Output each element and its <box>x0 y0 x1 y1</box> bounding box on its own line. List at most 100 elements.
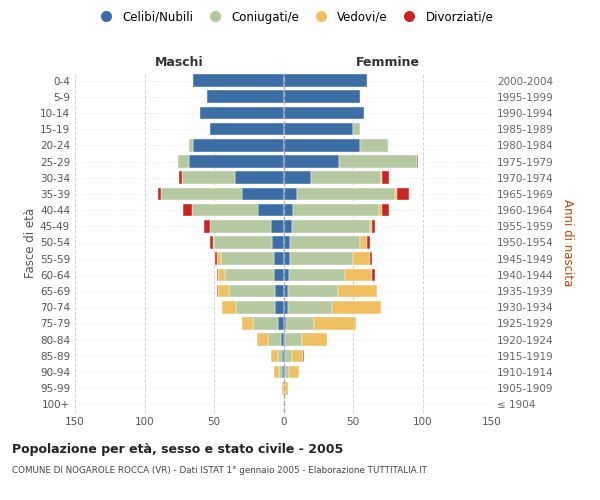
Bar <box>284 74 367 87</box>
Bar <box>282 350 284 362</box>
Bar <box>210 236 212 249</box>
Bar <box>284 123 353 136</box>
Bar <box>285 334 302 346</box>
Bar <box>235 172 284 184</box>
Bar <box>217 268 218 281</box>
Legend: Celibi/Nubili, Coniugati/e, Vedovi/e, Divorziati/e: Celibi/Nubili, Coniugati/e, Vedovi/e, Di… <box>90 6 498 28</box>
Bar <box>217 285 218 298</box>
Bar <box>284 252 290 265</box>
Bar <box>281 334 284 346</box>
Bar <box>218 268 225 281</box>
Bar <box>184 204 192 216</box>
Bar <box>210 123 284 136</box>
Bar <box>193 74 284 87</box>
Bar <box>284 301 287 314</box>
Bar <box>178 155 189 168</box>
Bar <box>253 317 278 330</box>
Bar <box>212 236 214 249</box>
Bar <box>360 236 367 249</box>
Bar <box>284 220 292 232</box>
Bar <box>284 106 364 120</box>
Text: Femmine: Femmine <box>356 56 420 69</box>
Bar <box>298 188 395 200</box>
Bar <box>287 301 332 314</box>
Bar <box>367 236 370 249</box>
Bar <box>370 220 373 232</box>
Bar <box>218 285 229 298</box>
Text: Popolazione per età, sesso e stato civile - 2005: Popolazione per età, sesso e stato civil… <box>12 442 343 456</box>
Bar <box>290 236 360 249</box>
Bar <box>292 350 303 362</box>
Bar <box>242 317 253 330</box>
Bar <box>257 334 268 346</box>
Bar <box>282 382 284 394</box>
Bar <box>217 252 221 265</box>
Bar <box>284 155 339 168</box>
Bar <box>284 366 285 378</box>
Y-axis label: Anni di nascita: Anni di nascita <box>560 199 574 286</box>
Bar <box>284 204 293 216</box>
Bar <box>284 172 311 184</box>
Bar <box>275 301 284 314</box>
Bar <box>311 172 381 184</box>
Bar <box>382 204 389 216</box>
Bar <box>193 139 284 151</box>
Bar <box>284 236 290 249</box>
Bar <box>259 204 284 216</box>
Bar <box>360 139 388 151</box>
Bar <box>284 139 360 151</box>
Bar <box>397 188 409 200</box>
Bar <box>382 172 389 184</box>
Bar <box>215 252 217 265</box>
Bar <box>278 317 284 330</box>
Text: COMUNE DI NOGAROLE ROCCA (VR) - Dati ISTAT 1° gennaio 2005 - Elaborazione TUTTIT: COMUNE DI NOGAROLE ROCCA (VR) - Dati IST… <box>12 466 427 475</box>
Bar <box>293 204 379 216</box>
Bar <box>271 350 278 362</box>
Bar <box>274 252 284 265</box>
Bar <box>314 317 356 330</box>
Bar <box>303 350 304 362</box>
Bar <box>284 285 287 298</box>
Bar <box>302 334 326 346</box>
Bar <box>179 172 182 184</box>
Bar <box>189 139 193 151</box>
Bar <box>381 172 382 184</box>
Bar <box>285 366 289 378</box>
Bar <box>242 188 284 200</box>
Bar <box>274 268 284 281</box>
Bar <box>285 350 292 362</box>
Bar <box>379 204 382 216</box>
Bar <box>221 252 274 265</box>
Y-axis label: Fasce di età: Fasce di età <box>24 208 37 278</box>
Bar <box>268 334 281 346</box>
Bar <box>223 301 236 314</box>
Bar <box>189 155 284 168</box>
Bar <box>225 268 274 281</box>
Bar <box>332 301 381 314</box>
Bar <box>271 220 284 232</box>
Bar <box>339 155 417 168</box>
Bar <box>370 252 373 265</box>
Bar <box>286 317 314 330</box>
Bar <box>373 220 375 232</box>
Bar <box>229 285 275 298</box>
Bar <box>282 366 284 378</box>
Bar <box>210 220 271 232</box>
Bar <box>417 155 418 168</box>
Text: Maschi: Maschi <box>155 56 203 69</box>
Bar <box>285 382 287 394</box>
Bar <box>289 268 344 281</box>
Bar <box>200 106 284 120</box>
Bar <box>275 285 284 298</box>
Bar <box>290 252 353 265</box>
Bar <box>236 301 275 314</box>
Bar <box>284 382 285 394</box>
Bar <box>287 285 338 298</box>
Bar <box>284 334 285 346</box>
Bar <box>161 188 242 200</box>
Bar <box>344 268 373 281</box>
Bar <box>284 317 286 330</box>
Bar <box>280 366 282 378</box>
Bar <box>278 350 282 362</box>
Bar <box>284 90 360 103</box>
